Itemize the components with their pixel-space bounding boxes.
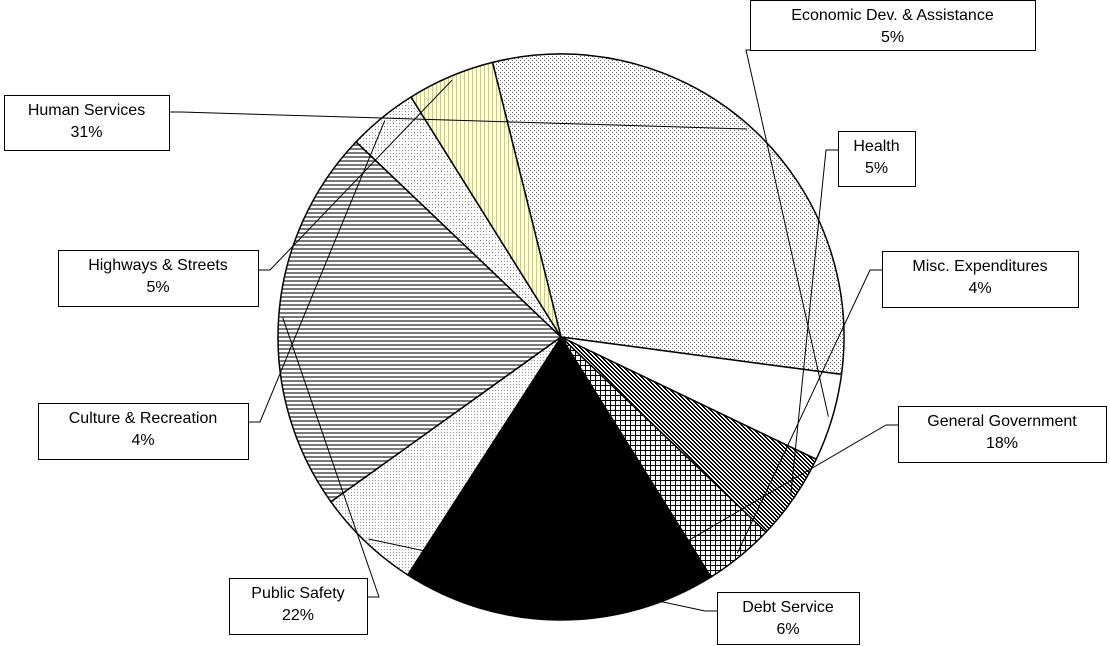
pie-slice-highways-streets	[409, 61, 562, 338]
slice-label: Human Services	[28, 102, 145, 119]
slice-percent-label: 4%	[968, 280, 991, 297]
leader-line	[368, 538, 717, 612]
slice-percent-label: 6%	[776, 621, 799, 638]
slice-label-box: Highways & Streets 5%	[58, 250, 259, 307]
leader-line	[258, 79, 453, 271]
slice-label: Debt Service	[742, 599, 834, 616]
pie-slice-public-safety	[277, 140, 563, 503]
leader-line	[169, 111, 748, 130]
slice-label-box: Debt Service 6%	[717, 592, 860, 645]
pie-slice-general-government	[406, 335, 713, 621]
slice-percent-label: 5%	[865, 160, 888, 177]
slice-label: Economic Dev. & Assistance	[791, 7, 994, 24]
leader-line	[736, 269, 882, 554]
leader-lines	[169, 49, 898, 617]
slice-labels: Human Services 31% Economic Dev. & Assista…	[4, 0, 1107, 645]
slice-percent-label: 5%	[881, 29, 904, 46]
slice-label-box: Health 5%	[838, 131, 916, 187]
slice-label-box: Misc. Expenditures 4%	[882, 251, 1079, 308]
slice-label-box: Public Safety 22%	[229, 578, 368, 635]
pie-slices	[277, 53, 845, 621]
slice-label: Highways & Streets	[88, 257, 228, 274]
slice-percent-label: 31%	[70, 124, 102, 141]
slice-label-box: Culture & Recreation 4%	[38, 403, 249, 460]
slice-label: Public Safety	[251, 585, 344, 602]
slice-label: Culture & Recreation	[69, 410, 218, 427]
slice-label-box: Economic Dev. & Assistance 5%	[750, 0, 1036, 51]
leader-line	[248, 120, 386, 423]
slice-percent-label: 18%	[986, 435, 1018, 452]
slice-percent-label: 4%	[131, 432, 154, 449]
slice-label-box: General Government 18%	[898, 406, 1107, 463]
slice-label: General Government	[927, 413, 1077, 430]
leader-line	[790, 149, 838, 496]
pie-slice-human-services	[491, 53, 845, 376]
slice-label-box: Human Services 31%	[4, 95, 170, 151]
leader-line	[282, 317, 380, 598]
slice-percent-label: 5%	[146, 279, 169, 296]
leader-line	[558, 424, 898, 617]
slice-percent-label: 22%	[282, 607, 314, 624]
slice-label: Health	[853, 138, 899, 155]
slice-label: Misc. Expenditures	[912, 258, 1047, 275]
